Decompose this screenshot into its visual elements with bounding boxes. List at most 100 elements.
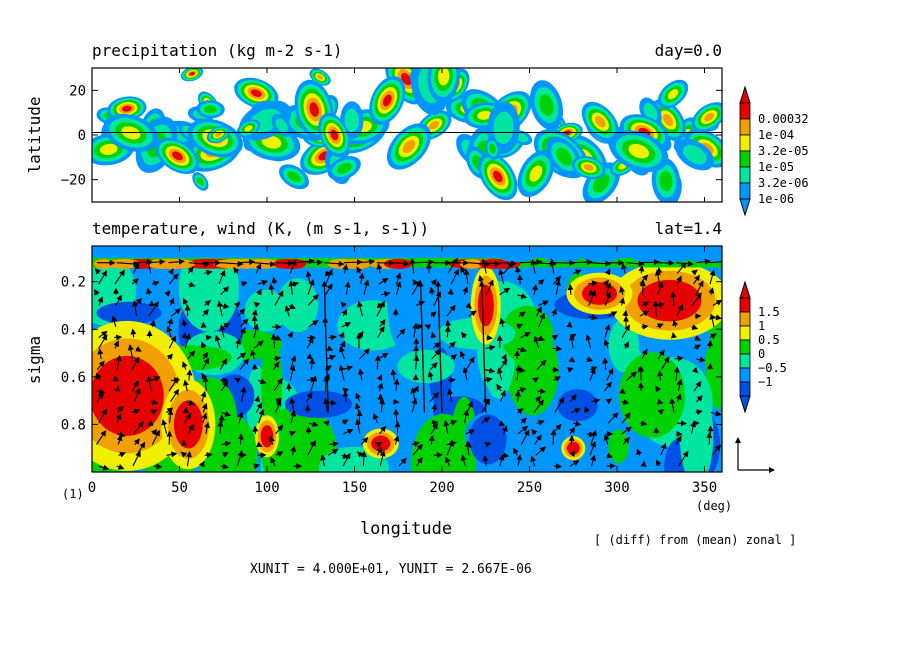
wind-arrow [536, 419, 545, 426]
wind-arrow [181, 319, 188, 328]
top-yticks: 20 0 −20 [61, 68, 722, 202]
wind-arrow [166, 353, 173, 361]
wind-arrow [602, 357, 609, 370]
ytick-label: 0.4 [61, 322, 86, 338]
warm-contour [637, 279, 702, 322]
wind-arrow [639, 310, 650, 317]
wind-arrow [168, 376, 179, 392]
wind-arrow [376, 263, 383, 274]
wind-arrow [621, 399, 630, 406]
wind-arrow [694, 335, 702, 341]
precip-cell [485, 137, 500, 160]
wind-arrow [328, 334, 337, 341]
upper-warm-cell [93, 258, 115, 269]
wind-arrow [253, 301, 261, 308]
colorbar-swatch [739, 102, 751, 120]
wind-arrow [255, 402, 263, 413]
wind-arrow [551, 334, 559, 341]
wind-arrow [571, 408, 581, 414]
wind-arrow [187, 424, 194, 435]
bottom-plot-frame [91, 245, 723, 473]
wind-arrow [219, 324, 226, 338]
wind-arrow [146, 287, 152, 295]
wind-arrow [356, 451, 364, 458]
wind-arrow [411, 397, 418, 413]
wind-arrow [133, 387, 141, 403]
wind-arrow [171, 377, 181, 384]
colorbar-label: −1 [758, 375, 772, 389]
wind-arrow [164, 290, 171, 297]
colorbar-swatch [739, 150, 751, 168]
wind-arrow [433, 452, 443, 459]
wind-arrow [186, 369, 193, 381]
wind-arrow [499, 389, 506, 403]
wind-arrow [532, 377, 539, 384]
precip-cell [529, 80, 564, 130]
temp-contour [608, 429, 629, 464]
wind-arrow [622, 309, 629, 317]
wind-arrow [204, 452, 213, 459]
wind-arrow [114, 385, 121, 392]
wind-arrow [672, 319, 679, 328]
wind-arrow [658, 260, 675, 267]
wind-arrow [239, 358, 250, 371]
wind-arrow [569, 450, 576, 458]
wind-arrow [221, 440, 232, 447]
precip-contour [493, 170, 503, 183]
wind-arrow [572, 420, 582, 427]
wind-arrow [289, 364, 296, 381]
colorbar-label: 1 [758, 319, 765, 333]
wind-arrow [258, 378, 267, 385]
bottom-yticks: 0.2 0.4 0.6 0.8 [61, 275, 722, 433]
wind-arrow [237, 433, 244, 445]
wind-arrow [619, 388, 626, 395]
wind-arrow [310, 375, 317, 392]
wind-arrow [308, 320, 319, 328]
wind-arrow [428, 435, 435, 445]
bottom-ylabel: sigma [25, 336, 44, 384]
wind-arrow [132, 262, 140, 274]
precip-cell [180, 68, 204, 82]
precip-contour [529, 165, 543, 182]
wind-arrow [501, 353, 507, 361]
wind-arrow [376, 300, 385, 317]
wind-arrow [253, 323, 259, 338]
wind-arrow [236, 352, 247, 360]
wind-arrow [696, 356, 706, 363]
wind-arrow [603, 434, 610, 445]
reference-vector-icon [735, 437, 775, 473]
wind-arrow [115, 354, 122, 370]
wind-arrow [711, 444, 722, 456]
precip-contour [204, 105, 217, 114]
precip-cell [657, 79, 689, 109]
wind-arrow [691, 324, 699, 331]
wind-arrow [323, 375, 330, 392]
wind-arrow [431, 349, 441, 360]
wind-arrow [427, 370, 434, 381]
wind-arrow [200, 390, 207, 402]
wind-arrow [517, 293, 528, 299]
wind-arrow [652, 300, 659, 317]
wind-arrow [693, 274, 700, 285]
wind-arrow [415, 301, 425, 307]
wind-arrow [447, 388, 454, 402]
wind-arrow [96, 392, 104, 403]
wind-arrow [376, 446, 383, 456]
wind-arrow [657, 281, 664, 295]
precip-contour [287, 171, 301, 183]
wind-arrow [221, 410, 232, 417]
colorbar-extend-bottom [739, 198, 751, 217]
wind-arrow [96, 360, 105, 371]
wind-arrow [450, 354, 458, 361]
wind-arrow [709, 261, 722, 264]
wind-arrow [98, 270, 108, 285]
upper-warm-cell [273, 258, 299, 269]
precip-contour [493, 111, 514, 144]
wind-arrow [217, 300, 223, 317]
wind-arrow [289, 430, 296, 437]
wind-arrow [151, 429, 160, 445]
wind-arrow [619, 286, 625, 295]
wind-arrow [459, 350, 466, 360]
upper-cold-cell [687, 253, 722, 262]
wind-arrow [604, 324, 611, 338]
